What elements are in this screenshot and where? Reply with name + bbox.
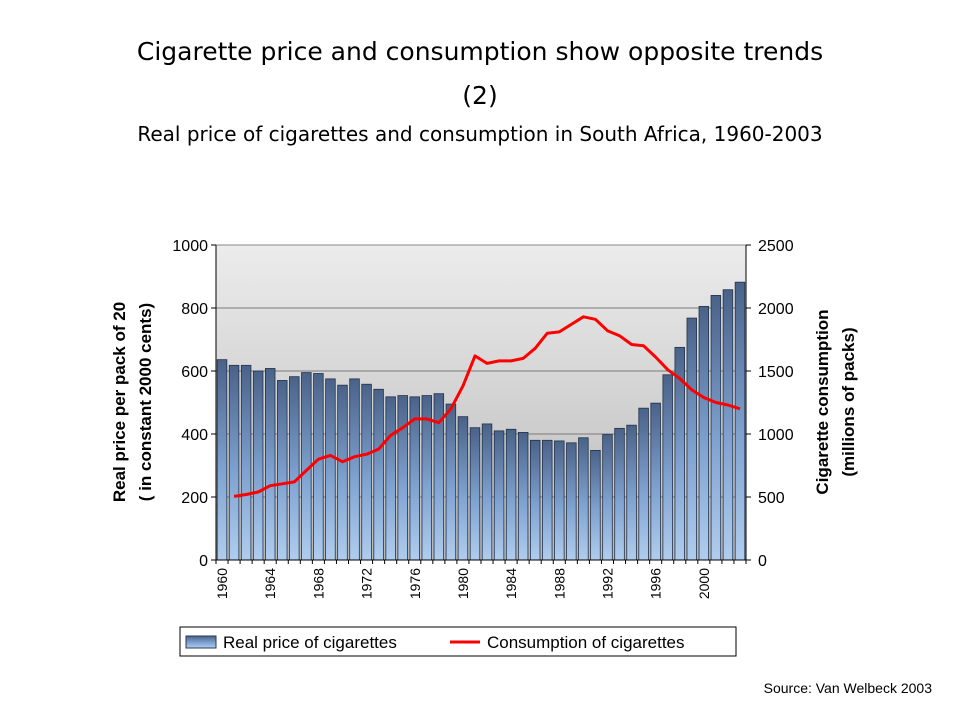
x-tick-label: 1964 xyxy=(262,568,278,599)
price-bar xyxy=(361,383,372,561)
left-tick-label: 200 xyxy=(181,490,208,507)
price-bar xyxy=(710,294,722,561)
legend-price-label: Real price of cigarettes xyxy=(223,633,397,652)
price-bar xyxy=(445,403,457,561)
left-axis-label-line-1: Real price per pack of 20 xyxy=(110,302,129,502)
x-tick-label: 2000 xyxy=(696,568,712,599)
price-bar xyxy=(566,442,577,561)
price-bar xyxy=(614,427,625,561)
right-axis-label-line-2: (millions of packs) xyxy=(839,327,858,476)
price-bar xyxy=(602,434,613,561)
price-bar xyxy=(252,370,264,561)
left-tick-label: 400 xyxy=(181,427,208,444)
price-bar xyxy=(529,439,541,561)
x-tick-label: 1984 xyxy=(503,568,519,599)
price-bar xyxy=(349,378,360,561)
price-bar xyxy=(457,416,469,561)
price-bar xyxy=(734,281,746,561)
price-bar xyxy=(554,440,565,561)
price-bar xyxy=(289,376,300,561)
consumption-line xyxy=(233,315,741,498)
right-tick-label: 1000 xyxy=(758,427,794,444)
price-bar xyxy=(481,423,493,561)
price-bar xyxy=(638,407,649,561)
x-tick-label: 1968 xyxy=(310,568,326,599)
chart-subtitle: Real price of cigarettes and consumption… xyxy=(137,122,823,146)
x-tick-label: 1988 xyxy=(551,568,567,599)
price-bar xyxy=(373,388,384,561)
legend-consumption-label: Consumption of cigarettes xyxy=(487,633,685,652)
x-tick-label: 1976 xyxy=(407,568,423,599)
x-tick-label: 1972 xyxy=(359,568,375,599)
price-bar xyxy=(662,374,673,561)
right-tick-label: 1500 xyxy=(758,364,794,381)
price-bar xyxy=(228,364,240,561)
x-tick-label: 1960 xyxy=(214,568,230,599)
price-bar xyxy=(385,396,396,561)
left-tick-label: 1000 xyxy=(172,238,208,255)
price-bar xyxy=(469,427,481,561)
left-tick-label: 0 xyxy=(199,553,208,570)
price-bar xyxy=(650,402,661,561)
source-note: Source: Van Welbeck 2003 xyxy=(763,680,932,696)
price-bar xyxy=(264,368,276,561)
legend-bar-swatch xyxy=(185,635,217,649)
price-bar xyxy=(517,432,529,561)
price-bar xyxy=(542,439,553,561)
right-tick-label: 0 xyxy=(758,553,767,570)
left-axis-label-line-2: ( in constant 2000 cents) xyxy=(136,303,155,501)
title-line-1: Cigarette price and consumption show opp… xyxy=(136,37,824,66)
price-bar xyxy=(578,437,589,561)
price-bar xyxy=(722,289,734,561)
chart-title: Cigarette price and consumption show opp… xyxy=(0,30,960,118)
right-tick-label: 2000 xyxy=(758,301,794,318)
right-axis-label-line-1: Cigarette consumption xyxy=(813,309,832,494)
price-bar xyxy=(626,424,637,561)
price-bar xyxy=(493,430,505,561)
right-tick-label: 500 xyxy=(758,490,785,507)
x-tick-label: 1980 xyxy=(455,568,471,599)
title-line-2: (2) xyxy=(462,81,498,110)
price-bar xyxy=(505,428,517,561)
price-bar xyxy=(313,373,324,561)
left-tick-label: 600 xyxy=(181,364,208,381)
legend: Real price of cigarettes Consumption of … xyxy=(179,626,737,657)
price-bar xyxy=(337,384,348,561)
price-bar xyxy=(698,306,710,561)
x-tick-label: 1992 xyxy=(600,568,616,599)
price-bar xyxy=(590,449,601,561)
price-bar xyxy=(277,380,288,561)
x-tick-label: 1996 xyxy=(648,568,664,599)
price-bar xyxy=(686,317,698,561)
right-tick-label: 2500 xyxy=(758,238,794,255)
left-tick-label: 800 xyxy=(181,301,208,318)
price-bar xyxy=(325,378,336,561)
price-bar xyxy=(240,364,252,561)
price-bar xyxy=(216,359,228,561)
price-bar xyxy=(397,395,408,561)
